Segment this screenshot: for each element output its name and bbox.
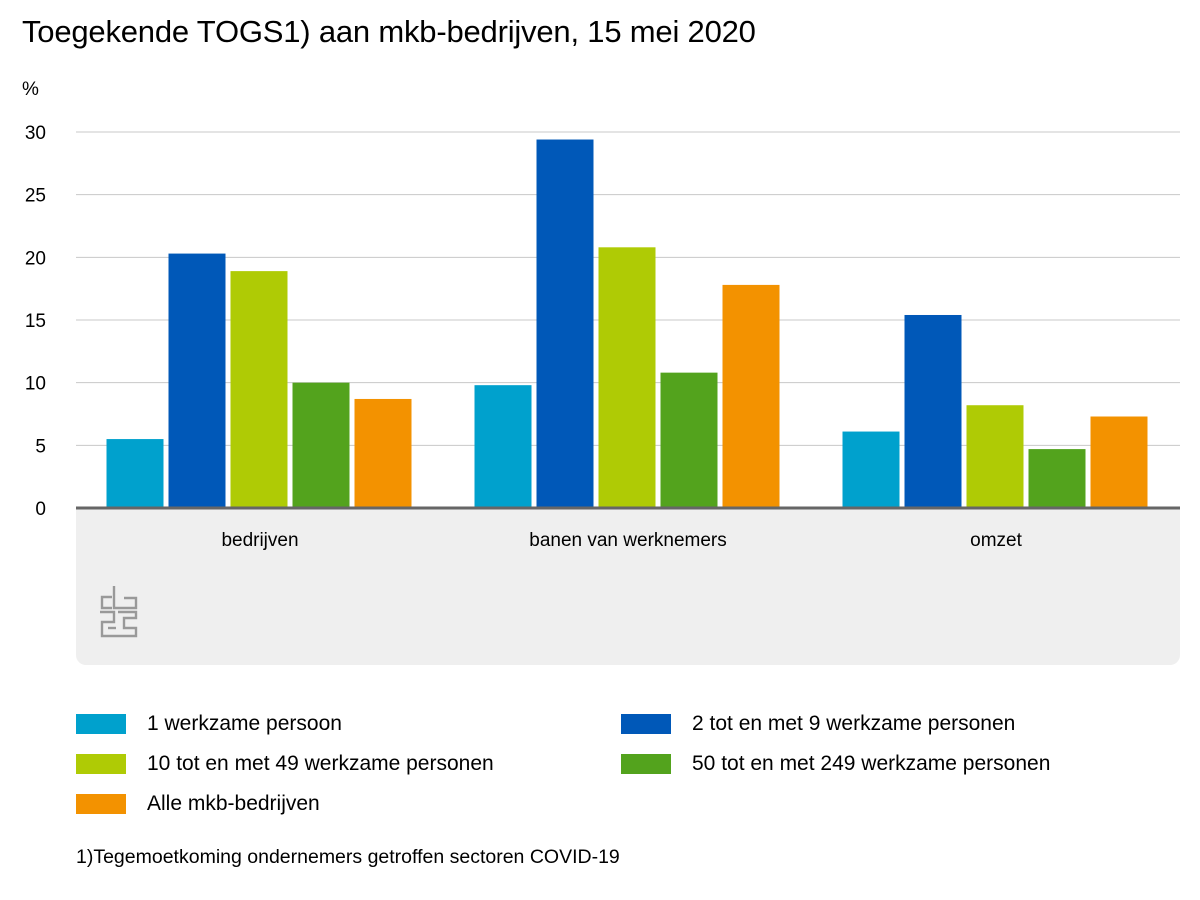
- bar: [474, 385, 532, 508]
- bar: [1090, 416, 1148, 508]
- bar: [536, 139, 594, 508]
- y-tick-labels: 0 5 10 15 20 25 30: [25, 123, 46, 520]
- bar: [722, 284, 780, 508]
- category-label: omzet: [970, 530, 1022, 551]
- page-title: Toegekende TOGS1) aan mkb-bedrijven, 15 …: [22, 14, 756, 49]
- y-tick-label: 30: [25, 123, 46, 144]
- bar-chart: 0 5 10 15 20 25 30 % bedrijven banen van werkne…: [22, 79, 1180, 665]
- y-tick-label: 0: [35, 499, 46, 520]
- cbs-logo-icon: [100, 586, 138, 638]
- bar: [842, 431, 900, 508]
- legend-label: Alle mkb-bedrijven: [147, 791, 320, 815]
- category-label: banen van werknemers: [529, 530, 727, 551]
- bar: [106, 439, 164, 508]
- legend-item: 50 tot en met 249 werkzame personen: [621, 752, 1141, 775]
- legend-label: 10 tot en met 49 werkzame personen: [147, 751, 494, 775]
- bar: [598, 247, 656, 508]
- legend-item: 1 werkzame persoon: [76, 712, 621, 735]
- y-tick-label: 15: [25, 311, 46, 332]
- bars: [106, 139, 1148, 508]
- y-tick-label: 5: [35, 436, 46, 457]
- legend-label: 50 tot en met 249 werkzame personen: [692, 751, 1051, 775]
- legend-swatch: [76, 713, 126, 734]
- legend-label: 1 werkzame persoon: [147, 711, 342, 735]
- bar: [354, 398, 412, 508]
- bar: [660, 372, 718, 508]
- legend-label: 2 tot en met 9 werkzame personen: [692, 711, 1016, 735]
- bar: [168, 253, 226, 508]
- legend: 1 werkzame persoon 2 tot en met 9 werkzam…: [76, 712, 1156, 815]
- y-tick-label: 20: [25, 248, 46, 269]
- legend-swatch: [621, 753, 671, 774]
- category-axis-panel: [76, 508, 1180, 665]
- category-axis-panel-top: [76, 508, 1180, 528]
- bar: [292, 382, 350, 508]
- legend-item: 2 tot en met 9 werkzame personen: [621, 712, 1141, 735]
- bar: [1028, 449, 1086, 508]
- y-axis-label: %: [22, 79, 39, 100]
- bar: [230, 271, 288, 508]
- bar: [966, 405, 1024, 508]
- y-tick-label: 10: [25, 374, 46, 395]
- legend-item: Alle mkb-bedrijven: [76, 792, 621, 815]
- legend-swatch: [621, 713, 671, 734]
- category-label: bedrijven: [221, 530, 298, 551]
- legend-swatch: [76, 753, 126, 774]
- footnote: 1)Tegemoetkoming ondernemers getroffen s…: [76, 846, 620, 868]
- category-labels: bedrijven banen van werknemers omzet: [221, 530, 1022, 551]
- bar: [904, 314, 962, 508]
- legend-item: 10 tot en met 49 werkzame personen: [76, 752, 621, 775]
- legend-swatch: [76, 793, 126, 814]
- y-tick-label: 25: [25, 186, 46, 207]
